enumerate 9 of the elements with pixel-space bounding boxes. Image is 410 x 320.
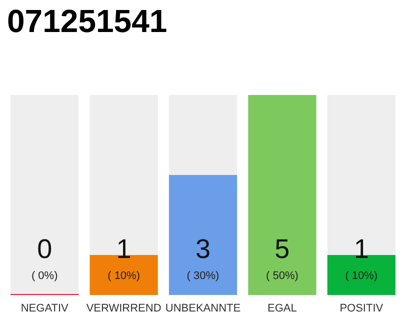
chart-title: 071251541	[7, 3, 168, 39]
data-label: 5 ( 50%)	[266, 234, 298, 282]
x-tick-label: NEGATIV	[20, 302, 69, 314]
x-tick-label: EGAL	[268, 302, 297, 314]
x-tick-label: VERWIRREND	[86, 302, 162, 314]
data-label: 3 ( 30%)	[186, 234, 220, 282]
data-label: 0 ( 0%)	[31, 234, 58, 282]
x-tick-label: POSITIV	[340, 302, 384, 314]
x-tick-label: UNBEKANNTE	[165, 302, 241, 314]
